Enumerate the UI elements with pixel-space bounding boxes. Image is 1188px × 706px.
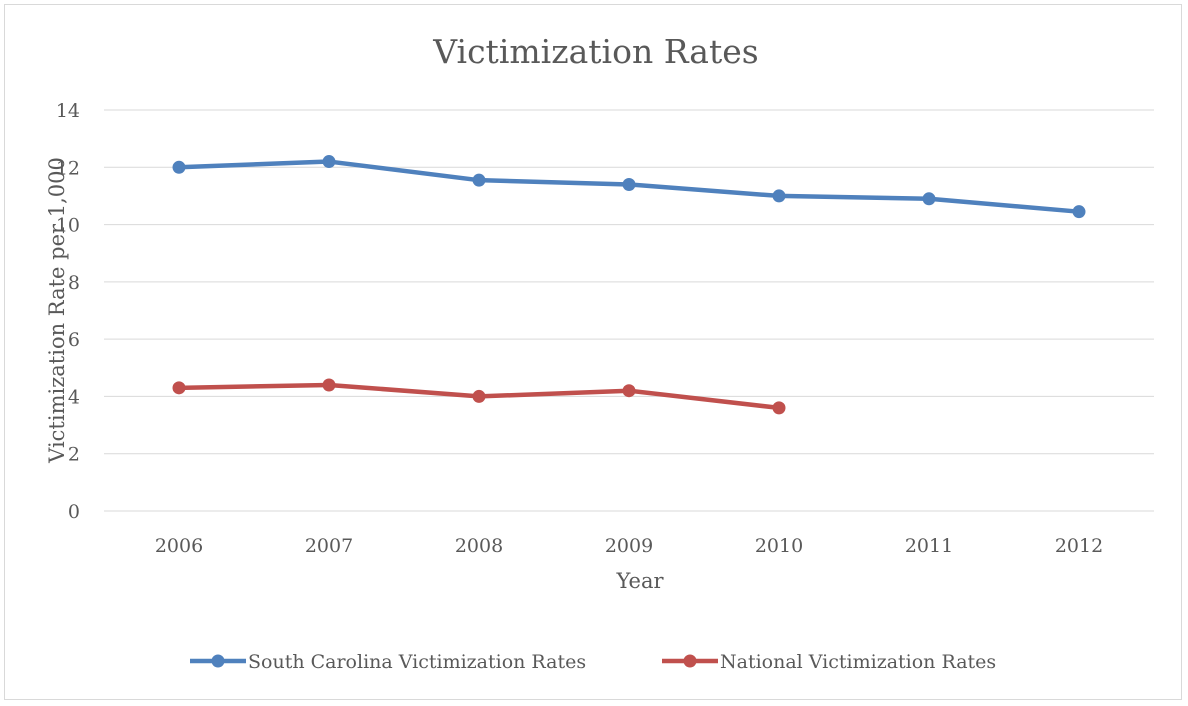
legend-label-1: National Victimization Rates <box>720 651 996 673</box>
y-axis-title: Victimization Rate per 1,000 <box>45 157 69 464</box>
y-tick-label: 0 <box>68 501 80 523</box>
x-tick-label: 2011 <box>905 535 953 557</box>
data-point <box>322 378 336 392</box>
x-tick-label: 2009 <box>605 535 653 557</box>
legend-label-0: South Carolina Victimization Rates <box>248 651 586 673</box>
y-tick-label: 12 <box>56 157 80 179</box>
x-axis-title: Year <box>615 569 664 593</box>
y-tick-label: 10 <box>56 215 80 237</box>
x-tick-label: 2010 <box>755 535 803 557</box>
data-point <box>622 177 636 191</box>
data-point <box>322 155 336 169</box>
x-tick-label: 2008 <box>455 535 503 557</box>
data-point <box>772 401 786 415</box>
legend-marker-1 <box>683 654 697 668</box>
x-tick-label: 2012 <box>1055 535 1103 557</box>
y-axis-ticks: 0 2 4 6 8 10 12 14 <box>56 100 80 523</box>
y-tick-label: 8 <box>68 272 80 294</box>
chart-title: Victimization Rates <box>432 32 758 71</box>
x-tick-label: 2006 <box>155 535 203 557</box>
y-tick-label: 4 <box>68 386 80 408</box>
y-tick-label: 6 <box>68 329 80 351</box>
data-point <box>472 389 486 403</box>
series-lines <box>172 155 1086 415</box>
data-point <box>1072 205 1086 219</box>
gridlines <box>104 109 1154 512</box>
chart-frame <box>4 4 1182 700</box>
data-point <box>622 384 636 398</box>
data-point <box>772 189 786 203</box>
data-point <box>472 173 486 187</box>
y-tick-label: 2 <box>68 444 80 466</box>
legend-marker-0 <box>211 654 225 668</box>
x-tick-label: 2007 <box>305 535 353 557</box>
data-point <box>922 192 936 206</box>
x-axis-ticks: 2006 2007 2008 2009 2010 2011 2012 <box>155 535 1103 557</box>
legend: South Carolina Victimization Rates Nation… <box>190 651 996 673</box>
y-tick-label: 14 <box>56 100 80 122</box>
data-point <box>172 381 186 395</box>
data-point <box>172 160 186 174</box>
